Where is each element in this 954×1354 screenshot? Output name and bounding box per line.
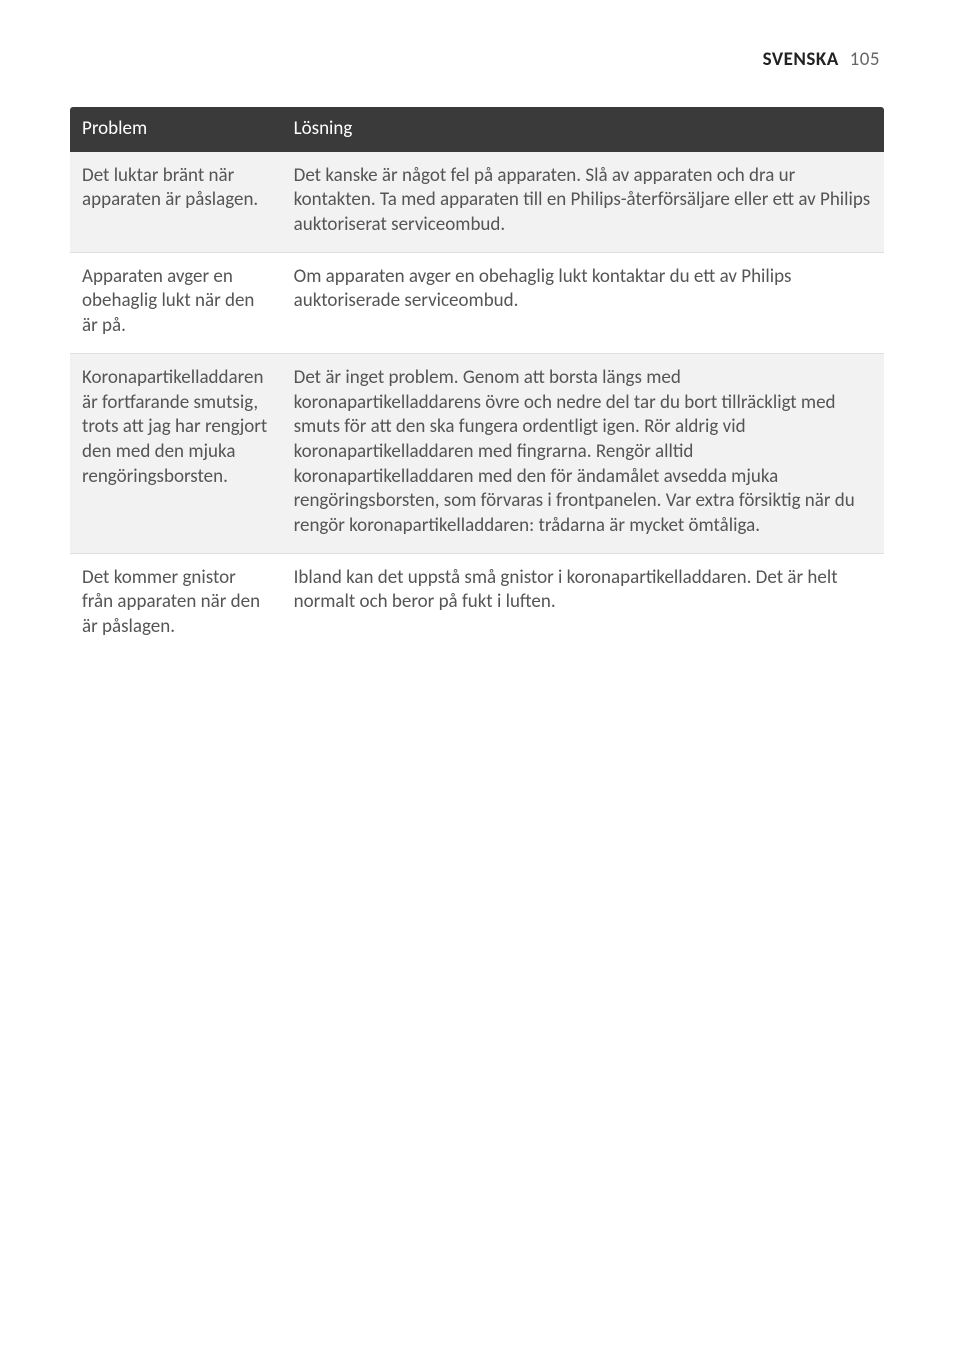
cell-solution: Ibland kan det uppstå små gnistor i koro… xyxy=(282,553,884,654)
table-header-row: Problem Lösning xyxy=(70,107,884,152)
table-row: Apparaten avger en obehaglig lukt när de… xyxy=(70,252,884,353)
cell-problem: Apparaten avger en obehaglig lukt när de… xyxy=(70,252,282,353)
page-header: SVENSKA 105 xyxy=(70,48,884,71)
troubleshooting-table: Problem Lösning Det luktar bränt när app… xyxy=(70,107,884,654)
cell-problem: Det luktar bränt när apparaten är påslag… xyxy=(70,152,282,253)
table-row: Det luktar bränt när apparaten är påslag… xyxy=(70,152,884,253)
cell-solution: Det är inget problem. Genom att borsta l… xyxy=(282,353,884,553)
column-header-solution: Lösning xyxy=(282,107,884,152)
cell-problem: Det kommer gnistor från apparaten när de… xyxy=(70,553,282,654)
cell-solution: Om apparaten avger en obehaglig lukt kon… xyxy=(282,252,884,353)
table-row: Det kommer gnistor från apparaten när de… xyxy=(70,553,884,654)
document-page: SVENSKA 105 Problem Lösning Det luktar b… xyxy=(0,0,954,654)
column-header-problem: Problem xyxy=(70,107,282,152)
table-row: Koronapartikelladdaren är fortfarande sm… xyxy=(70,353,884,553)
page-number: 105 xyxy=(850,48,880,71)
cell-problem: Koronapartikelladdaren är fortfarande sm… xyxy=(70,353,282,553)
language-label: SVENSKA xyxy=(763,48,839,71)
cell-solution: Det kanske är något fel på apparaten. Sl… xyxy=(282,152,884,253)
